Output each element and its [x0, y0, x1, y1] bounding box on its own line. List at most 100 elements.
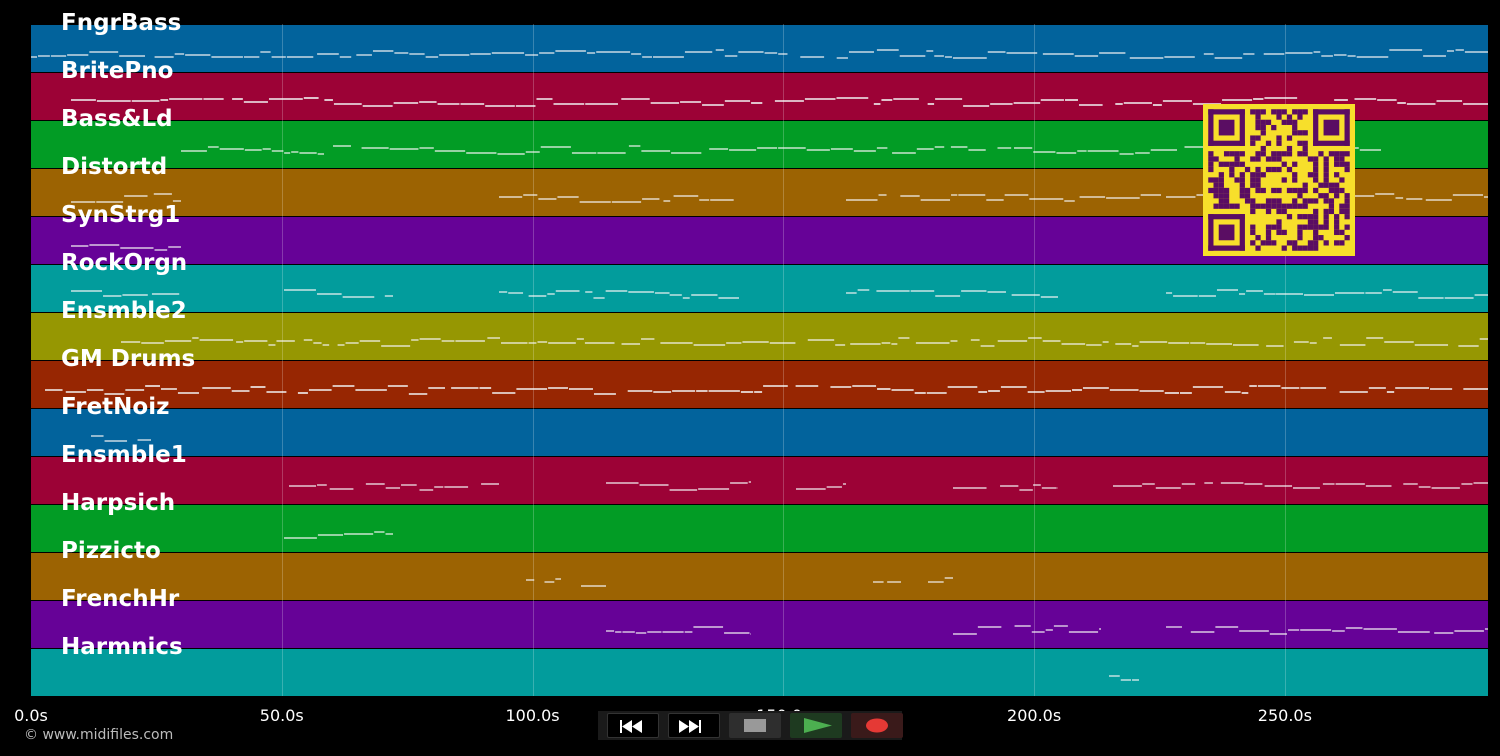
play-button[interactable]	[790, 713, 842, 738]
qr-module	[1265, 119, 1272, 125]
time-gridline	[783, 24, 785, 696]
qr-module	[1250, 182, 1256, 188]
qr-module	[1265, 203, 1272, 209]
track-name-label: GM Drums	[61, 346, 196, 372]
qr-module	[1339, 229, 1345, 236]
qr-module	[1313, 109, 1350, 115]
qr-module	[1344, 214, 1350, 220]
qr-module	[1313, 245, 1319, 251]
qr-module	[1276, 198, 1282, 204]
qr-module	[1271, 109, 1277, 115]
qr-module	[1213, 156, 1219, 162]
rewind-button[interactable]	[607, 713, 659, 738]
qr-module	[1302, 182, 1308, 188]
qr-module	[1313, 177, 1319, 183]
qr-module	[1286, 135, 1293, 141]
qr-module	[1234, 156, 1240, 162]
qr-module	[1344, 161, 1350, 167]
qr-module	[1255, 182, 1261, 188]
qr-module	[1250, 198, 1256, 204]
qr-module	[1344, 166, 1350, 173]
qr-module	[1234, 151, 1240, 157]
qr-module	[1339, 161, 1345, 167]
qr-module	[1286, 214, 1293, 220]
stop-button[interactable]	[729, 713, 781, 738]
qr-module	[1286, 166, 1293, 173]
qr-module	[1265, 224, 1272, 230]
qr-module	[1302, 224, 1308, 230]
qr-code	[1203, 104, 1355, 256]
qr-module	[1276, 156, 1282, 162]
qr-module	[1255, 151, 1261, 157]
qr-module	[1313, 235, 1319, 241]
qr-module	[1239, 161, 1245, 167]
track-name-label: FngrBass	[61, 10, 182, 36]
qr-module	[1334, 161, 1340, 167]
qr-module	[1339, 156, 1345, 162]
qr-module	[1334, 240, 1340, 246]
time-tick-label: 100.0s	[505, 706, 560, 725]
qr-module	[1218, 182, 1224, 188]
time-gridline	[532, 24, 534, 696]
qr-module	[1229, 166, 1235, 173]
qr-module	[1313, 172, 1319, 178]
qr-module	[1223, 203, 1230, 209]
time-tick-label: 0.0s	[14, 706, 48, 725]
qr-module	[1328, 182, 1335, 188]
record-button[interactable]	[851, 713, 903, 738]
track-row	[31, 312, 1488, 360]
qr-module	[1218, 224, 1235, 241]
qr-module	[1260, 119, 1266, 125]
qr-module	[1276, 166, 1282, 173]
qr-module	[1302, 245, 1308, 251]
note-layer	[31, 49, 1488, 681]
qr-module	[1208, 109, 1214, 146]
qr-module	[1260, 151, 1266, 157]
track-name-label: Distortd	[61, 154, 168, 180]
qr-module	[1208, 177, 1214, 183]
qr-module	[1255, 166, 1261, 173]
qr-module	[1218, 198, 1224, 204]
qr-module	[1323, 193, 1329, 199]
qr-module	[1328, 151, 1335, 157]
qr-module	[1313, 109, 1319, 146]
qr-module	[1313, 140, 1350, 146]
qr-module	[1302, 198, 1308, 204]
qr-module	[1339, 187, 1345, 194]
record-icon	[866, 718, 888, 733]
qr-module	[1271, 240, 1277, 246]
qr-module	[1223, 161, 1230, 167]
qr-module	[1313, 161, 1319, 167]
qr-module	[1302, 140, 1308, 146]
qr-module	[1302, 187, 1308, 194]
qr-module	[1218, 177, 1224, 183]
track-row	[31, 456, 1488, 504]
qr-module	[1292, 245, 1298, 251]
track-name-label: Pizzicto	[61, 538, 161, 564]
track-row	[31, 408, 1488, 456]
qr-module	[1292, 109, 1298, 115]
qr-module	[1218, 187, 1224, 194]
qr-module	[1255, 203, 1261, 209]
qr-module	[1313, 240, 1319, 246]
qr-module	[1260, 145, 1266, 152]
qr-module	[1297, 193, 1303, 199]
qr-module	[1218, 119, 1235, 136]
qr-module	[1292, 177, 1298, 183]
qr-module	[1297, 245, 1303, 251]
qr-module	[1344, 193, 1350, 199]
qr-module	[1281, 177, 1287, 183]
qr-module	[1255, 235, 1261, 241]
qr-module	[1250, 156, 1256, 162]
track-name-label: Ensmble2	[61, 298, 187, 324]
qr-module	[1276, 187, 1282, 194]
qr-module	[1213, 177, 1219, 183]
qr-module	[1302, 151, 1308, 157]
qr-module	[1286, 187, 1293, 194]
qr-module	[1260, 240, 1266, 246]
qr-module	[1265, 229, 1272, 236]
fast-forward-button[interactable]	[668, 713, 720, 738]
qr-module	[1234, 161, 1240, 167]
qr-module	[1255, 245, 1261, 251]
qr-module	[1276, 140, 1282, 146]
